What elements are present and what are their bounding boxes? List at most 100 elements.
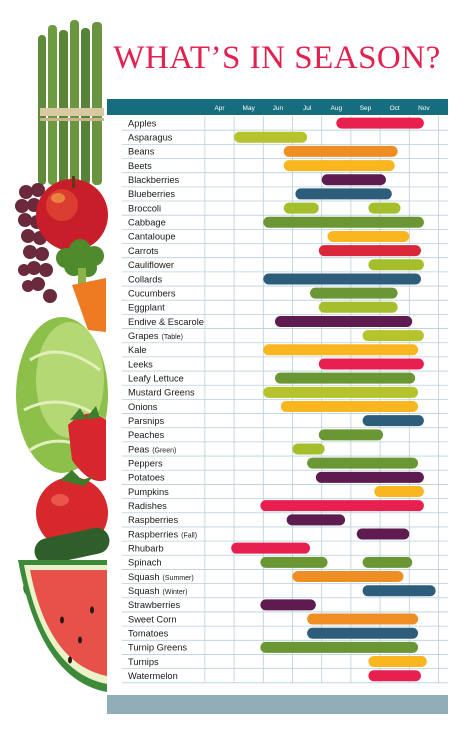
produce-label: Peppers [128, 458, 163, 468]
produce-label: Mustard Greens [128, 388, 195, 398]
produce-label: Raspberries (Fall) [128, 529, 197, 539]
produce-labels: Apples Asparagus Beans Beets Blackberries Blu… [128, 118, 204, 681]
month-label-jul: Jul [303, 105, 312, 112]
month-labels: Apr May Jun Jul Aug Sep Oct Nov [214, 105, 430, 112]
month-label-apr: Apr [214, 105, 225, 112]
produce-label: Asparagus [128, 133, 173, 143]
produce-label: Turnip Greens [128, 643, 187, 653]
season-bar-28 [286, 514, 346, 526]
season-bar-1 [234, 131, 308, 143]
season-bars [231, 117, 436, 682]
produce-sublabel: (Summer) [163, 575, 194, 582]
season-bar-3 [283, 160, 395, 172]
asparagus-icon [38, 20, 104, 185]
produce-label: Watermelon [128, 671, 178, 681]
season-bar-14 [274, 315, 413, 327]
produce-label: Sweet Corn [128, 614, 177, 624]
produce-label: Turnips [128, 657, 159, 667]
produce-label: Squash (Winter) [128, 586, 187, 596]
season-bar-27 [260, 500, 424, 512]
produce-label: Beets [128, 161, 152, 171]
month-label-may: May [243, 105, 256, 112]
chart-title: WHAT’S IN SEASON? [113, 40, 440, 76]
title-block [107, 17, 448, 99]
produce-label: Raspberries [128, 515, 178, 525]
produce-label: Strawberries [128, 600, 181, 610]
season-bar-39 [368, 670, 421, 682]
produce-label: Blueberries [128, 189, 175, 199]
season-bar-6 [283, 202, 319, 214]
produce-label: Radishes [128, 501, 167, 511]
produce-label: Blackberries [128, 175, 180, 185]
season-bar-18 [274, 372, 416, 384]
produce-label: Spinach [128, 558, 162, 568]
season-bar-8 [327, 230, 410, 242]
season-bar-30 [231, 542, 311, 554]
produce-label: Tomatoes [128, 629, 169, 639]
season-bar-10 [368, 259, 424, 271]
season-bar-2 [283, 145, 398, 157]
month-label-nov: Nov [418, 105, 430, 112]
produce-label: Peas (Green) [128, 444, 176, 454]
produce-label: Beans [128, 147, 155, 157]
season-bar-15 [362, 330, 424, 342]
season-bar-37 [260, 641, 419, 653]
produce-sublabel: (Fall) [181, 532, 197, 539]
produce-sublabel: (Table) [162, 334, 183, 341]
produce-label: Cucumbers [128, 288, 176, 298]
produce-label: Potatoes [128, 473, 165, 483]
month-label-aug: Aug [331, 105, 343, 112]
produce-label: Cauliflower [128, 260, 174, 270]
season-bar-16 [263, 344, 419, 356]
produce-label: Leeks [128, 359, 153, 369]
produce-label: Cantaloupe [128, 232, 176, 242]
produce-label: Peaches [128, 430, 165, 440]
chart-grid [122, 116, 448, 684]
season-bar-7 [263, 216, 424, 228]
month-label-sep: Sep [360, 105, 372, 112]
produce-illustration [15, 20, 110, 692]
season-bar-5 [295, 188, 392, 200]
month-header-bar [107, 99, 448, 115]
season-bar-31-b [362, 556, 413, 568]
produce-label: Kale [128, 345, 147, 355]
produce-label: Parsnips [128, 416, 165, 426]
season-bar-33 [362, 585, 436, 597]
produce-sublabel: (Winter) [163, 589, 188, 596]
produce-label: Rhubarb [128, 543, 164, 553]
season-bar-25 [315, 471, 424, 483]
season-bar-13 [318, 301, 398, 313]
produce-label: Eggplant [128, 303, 165, 313]
produce-label: Leafy Lettuce [128, 373, 184, 383]
season-bar-20 [280, 400, 419, 412]
season-bar-12 [310, 287, 398, 299]
season-bar-9 [318, 245, 421, 257]
season-bar-24 [307, 457, 419, 469]
season-bar-0 [336, 117, 424, 129]
month-label-jun: Jun [273, 105, 284, 112]
month-label-oct: Oct [390, 105, 400, 112]
apple-icon [36, 176, 108, 251]
produce-label: Apples [128, 118, 157, 128]
lettuce-icon [16, 317, 108, 473]
broccoli-icon [56, 239, 104, 284]
season-bar-19 [263, 386, 419, 398]
produce-label: Collards [128, 274, 162, 284]
produce-label: Endive & Escarole [128, 317, 204, 327]
produce-label: Pumpkins [128, 487, 169, 497]
season-bar-26 [374, 486, 424, 498]
season-bar-22 [318, 429, 384, 441]
season-bar-11 [263, 273, 421, 285]
season-bar-6-b [368, 202, 401, 214]
season-bar-23 [292, 443, 325, 455]
produce-label: Grapes (Table) [128, 331, 183, 341]
carrot-icon [72, 278, 106, 332]
season-bar-29 [356, 528, 410, 540]
season-bar-34 [260, 599, 316, 611]
strawberry-icon [68, 406, 106, 482]
produce-label: Carrots [128, 246, 159, 256]
season-bar-36 [307, 627, 419, 639]
watermelon-icon [18, 560, 107, 692]
season-bar-32 [292, 571, 404, 583]
